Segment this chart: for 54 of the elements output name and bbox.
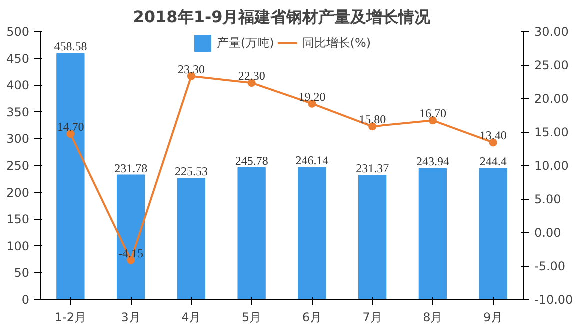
- y2-tick-label: 5.00: [534, 192, 562, 206]
- y2-tick-label: 0.00: [534, 226, 562, 240]
- bar: [238, 167, 266, 300]
- y-tick-label: 150: [6, 212, 30, 227]
- y2-tick-label: -10.00: [534, 293, 574, 307]
- bar: [56, 53, 85, 300]
- x-tick-label: 1-2月: [54, 310, 86, 324]
- bar: [479, 168, 508, 300]
- y-tick-label: 350: [6, 105, 30, 120]
- data-label: 13.40: [480, 128, 507, 143]
- data-label: 246.14: [296, 154, 329, 168]
- data-label: 23.30: [178, 62, 205, 76]
- x-tick-label: 8月: [423, 310, 443, 324]
- data-label: 22.30: [238, 69, 266, 84]
- y-tick-label: 500: [6, 25, 30, 39]
- y-tick-label: 450: [6, 52, 30, 66]
- x-tick-label: 7月: [362, 310, 382, 324]
- data-label: 225.53: [174, 164, 208, 179]
- y-tick-label: 300: [6, 132, 30, 146]
- x-tick-label: 5月: [242, 310, 262, 324]
- legend-label: 同比增长(%): [302, 34, 372, 52]
- data-label: 14.70: [57, 120, 84, 134]
- y2-tick-label: 20.00: [534, 92, 569, 106]
- y2-tick-label: 25.00: [534, 58, 569, 72]
- data-label: 19.20: [298, 90, 326, 104]
- y2-tick-label: -5.00: [534, 260, 566, 274]
- x-tick-label: 4月: [182, 310, 202, 324]
- x-tick-label: 3月: [121, 310, 141, 324]
- data-label: 243.94: [416, 154, 450, 169]
- chart-title: 2018年1-9月福建省钢材产量及增长情况: [133, 8, 432, 26]
- data-label: 245.78: [235, 154, 268, 168]
- legend-label: 产量(万吨): [216, 34, 274, 52]
- x-tick-label: 9月: [483, 310, 504, 324]
- bar: [298, 167, 326, 300]
- y-tick-label: 0: [22, 293, 30, 307]
- data-label: 15.80: [359, 112, 386, 127]
- y-tick-label: 250: [6, 159, 30, 173]
- bar: [116, 174, 146, 300]
- y-tick-label: 50: [14, 266, 30, 280]
- y-tick-label: 400: [6, 78, 30, 93]
- x-tick-label: 6月: [302, 310, 322, 324]
- bar: [358, 174, 387, 300]
- data-label: 16.70: [419, 106, 446, 121]
- data-label: 231.78: [114, 161, 148, 176]
- data-label: 244.4: [480, 154, 507, 168]
- y-tick-label: 100: [6, 239, 30, 254]
- y-tick-label: 200: [6, 186, 30, 200]
- data-label: 458.58: [54, 40, 88, 54]
- y2-tick-label: 10.00: [534, 159, 569, 173]
- y2-tick-label: 15.00: [534, 126, 569, 140]
- bar: [177, 178, 206, 300]
- data-label: 231.37: [356, 161, 390, 176]
- y2-tick-label: 30.00: [534, 25, 569, 39]
- bar: [418, 168, 448, 300]
